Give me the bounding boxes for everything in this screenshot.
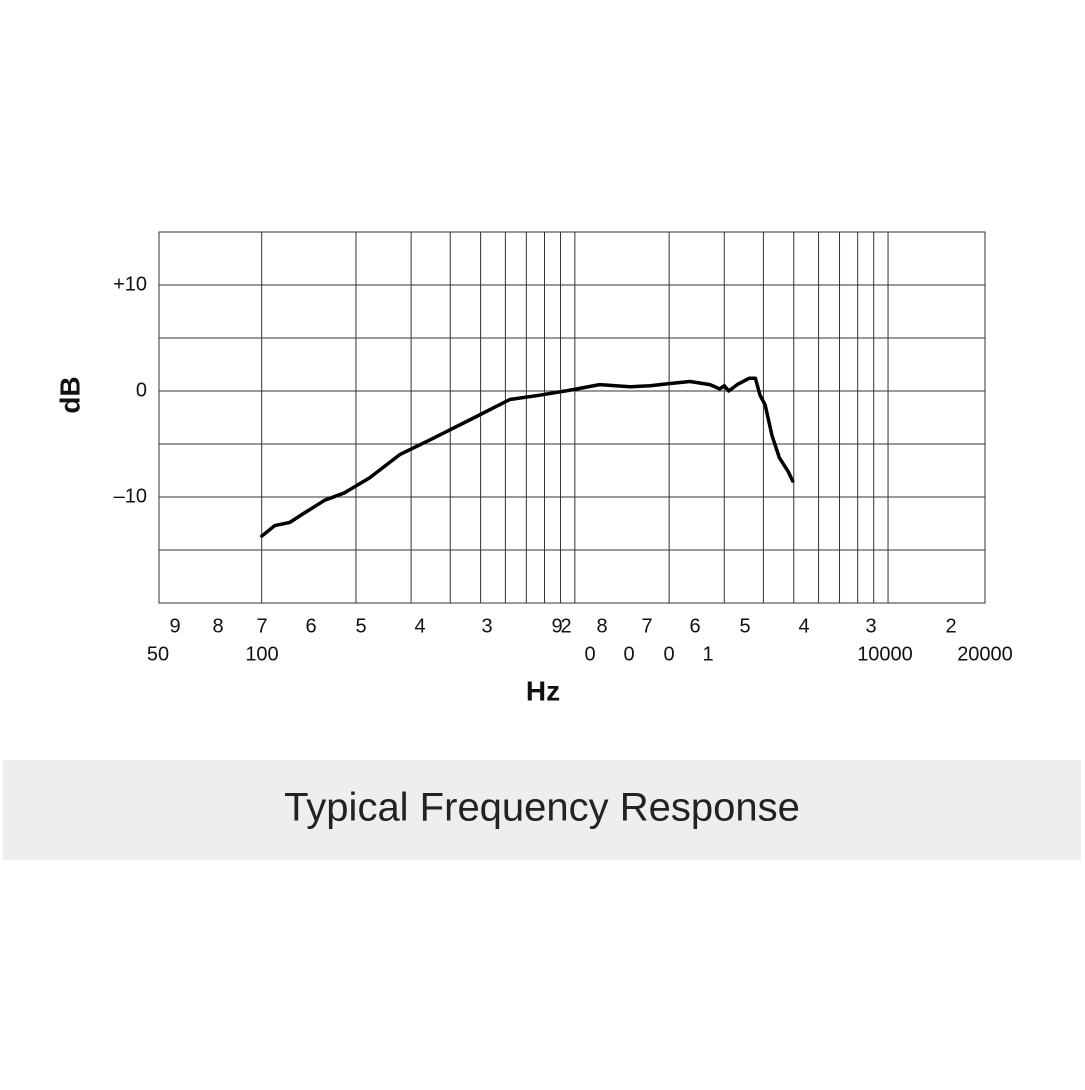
y-axis-label: dB bbox=[54, 376, 85, 413]
x-tick-label: 0 bbox=[663, 643, 674, 665]
x-tick-label: 6 bbox=[689, 615, 700, 637]
x-tick-label: 20000 bbox=[957, 643, 1013, 665]
x-tick-label: 100 bbox=[245, 643, 278, 665]
x-tick-label: 7 bbox=[641, 615, 652, 637]
plot-frame bbox=[158, 231, 986, 604]
x-tick-label: 7 bbox=[256, 615, 267, 637]
x-tick-label: 5 bbox=[355, 615, 366, 637]
y-tick-label: +10 bbox=[113, 273, 147, 295]
caption-band bbox=[3, 760, 1081, 860]
x-tick-label: 50 bbox=[147, 643, 169, 665]
x-tick-label: 9 bbox=[169, 615, 180, 637]
x-tick-label: 5 bbox=[739, 615, 750, 637]
x-tick-label: 3 bbox=[481, 615, 492, 637]
caption: Typical Frequency Response bbox=[284, 786, 800, 830]
x-tick-label: 2 bbox=[945, 615, 956, 637]
y-tick-label: 0 bbox=[136, 379, 147, 401]
x-tick-label: 6 bbox=[305, 615, 316, 637]
response-line bbox=[259, 376, 795, 538]
x-tick-label: 4 bbox=[798, 615, 809, 637]
x-axis-label: Hz bbox=[526, 675, 560, 706]
x-tick-label: 0 bbox=[584, 643, 595, 665]
x-tick-label: 8 bbox=[212, 615, 223, 637]
x-tick-label: 4 bbox=[414, 615, 425, 637]
x-tick-label: 8 bbox=[596, 615, 607, 637]
x-tick-label: 0 bbox=[623, 643, 634, 665]
x-tick-label: 3 bbox=[865, 615, 876, 637]
y-tick-label: –10 bbox=[114, 485, 147, 507]
x-tick-label: 10000 bbox=[857, 643, 913, 665]
x-tick-label: 1 bbox=[702, 643, 713, 665]
x-tick-label: 2 bbox=[560, 615, 571, 637]
x-tick-label: 9 bbox=[551, 615, 562, 637]
